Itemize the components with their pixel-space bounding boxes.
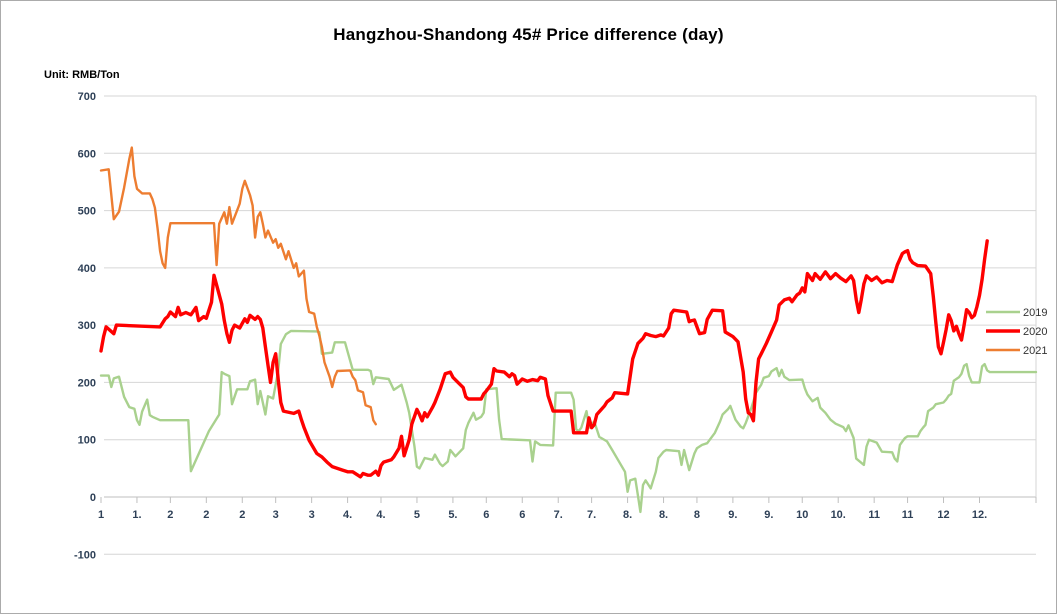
- x-axis-label-4: 2: [239, 509, 245, 521]
- chart-title: Hangzhou-Shandong 45# Price difference (…: [333, 25, 724, 44]
- x-axis-label-14: 7.: [587, 509, 596, 521]
- x-axis-label-25: 12.: [972, 509, 987, 521]
- series-line-2021: [99, 146, 377, 426]
- x-axis-label-6: 3: [309, 509, 315, 521]
- legend-label-2021: 2021: [1023, 345, 1047, 357]
- legend-label-2020: 2020: [1023, 326, 1047, 338]
- x-axis-label-23: 11: [902, 509, 914, 521]
- y-axis-label-500: 500: [78, 206, 96, 218]
- x-axis-label-16: 8.: [659, 509, 668, 521]
- x-axis-label-3: 2: [203, 509, 209, 521]
- y-axis-label-100: 100: [78, 435, 96, 447]
- x-axis-label-22: 11: [868, 509, 880, 521]
- y-axis-label-600: 600: [78, 148, 96, 160]
- y-axis-label-700: 700: [78, 91, 96, 103]
- series-line-2020: [99, 239, 989, 479]
- x-axis-label-2: 2: [167, 509, 173, 521]
- x-axis-label-7: 4.: [343, 509, 352, 521]
- y-axis-label--100: -100: [74, 549, 96, 561]
- x-axis-label-18: 9.: [728, 509, 737, 521]
- y-axis-label-300: 300: [78, 320, 96, 332]
- x-axis-label-1: 1.: [132, 509, 141, 521]
- x-axis-label-13: 7.: [554, 509, 563, 521]
- x-axis-label-24: 12: [937, 509, 949, 521]
- unit-label: Unit: RMB/Ton: [44, 69, 120, 81]
- x-axis-label-11: 6: [483, 509, 489, 521]
- x-axis-label-5: 3: [273, 509, 279, 521]
- x-axis-label-8: 4.: [376, 509, 385, 521]
- legend-label-2019: 2019: [1023, 307, 1047, 319]
- series-line-2019: [99, 329, 1038, 514]
- x-axis-label-0: 1: [98, 509, 104, 521]
- x-axis-label-10: 5.: [448, 509, 457, 521]
- x-axis-label-21: 10.: [831, 509, 846, 521]
- x-axis-label-19: 9.: [764, 509, 773, 521]
- x-axis-label-15: 8.: [623, 509, 632, 521]
- x-axis-label-9: 5: [414, 509, 420, 521]
- y-axis-label-200: 200: [78, 377, 96, 389]
- y-axis-label-0: 0: [90, 492, 96, 504]
- x-axis-label-12: 6: [519, 509, 525, 521]
- x-axis-label-20: 10: [796, 509, 808, 521]
- x-axis-label-17: 8: [694, 509, 700, 521]
- y-axis-label-400: 400: [78, 263, 96, 275]
